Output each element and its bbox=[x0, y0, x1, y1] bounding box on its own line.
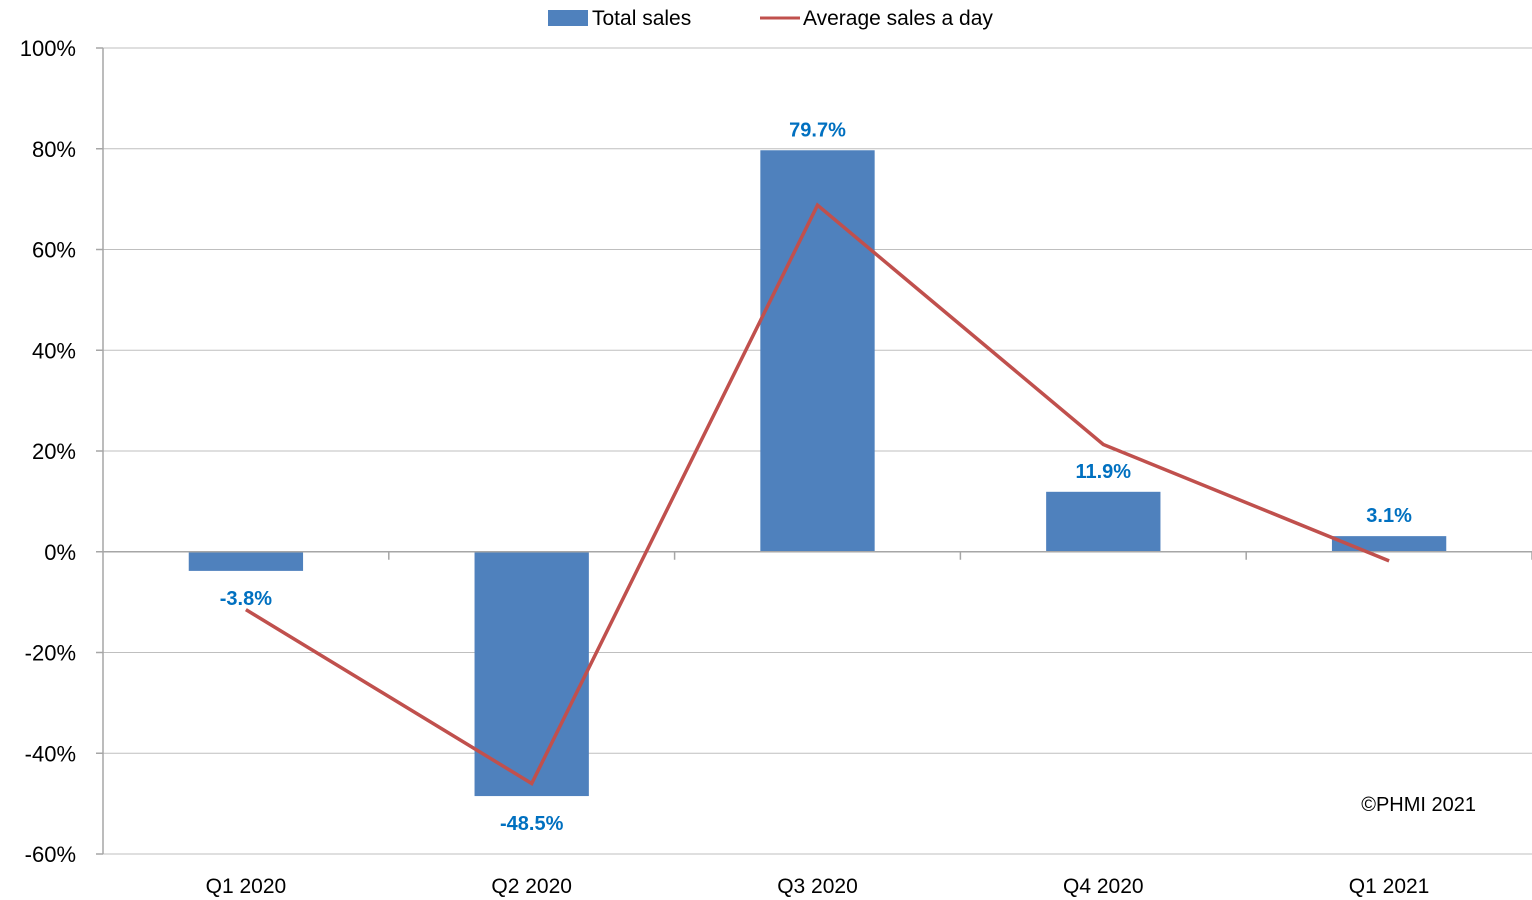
y-tick-label: 40% bbox=[32, 338, 76, 363]
category-label: Q1 2021 bbox=[1349, 875, 1430, 898]
data-label-total-sales: -48.5% bbox=[500, 813, 564, 835]
data-labels: -3.8% -48.5% 79.7% 11.9% 3.1% bbox=[220, 119, 1412, 835]
category-label: Q2 2020 bbox=[491, 875, 572, 898]
category-label: Q1 2020 bbox=[206, 875, 287, 898]
legend: Total sales Average sales a day bbox=[548, 7, 993, 30]
y-tick-label: -40% bbox=[25, 741, 76, 766]
y-tick-label: 100% bbox=[20, 36, 76, 61]
y-tick-label: -20% bbox=[25, 641, 76, 666]
bar-total-sales bbox=[474, 551, 589, 797]
x-axis bbox=[103, 551, 1532, 560]
y-tick-label: 60% bbox=[32, 238, 76, 263]
copyright-annotation: ©PHMI 2021 bbox=[1361, 794, 1476, 816]
y-tick-label: 20% bbox=[32, 439, 76, 464]
y-tick-label: -60% bbox=[25, 842, 76, 867]
category-label: Q4 2020 bbox=[1063, 875, 1144, 898]
category-labels: Q1 2020 Q2 2020 Q3 2020 Q4 2020 Q1 2021 bbox=[206, 875, 1430, 898]
line-series bbox=[244, 202, 1390, 786]
y-tick-labels: 100% 80% 60% 40% 20% 0% -20% -40% -60% bbox=[20, 36, 76, 867]
bar-total-sales bbox=[188, 551, 304, 571]
data-label-total-sales: 79.7% bbox=[789, 119, 846, 141]
bars bbox=[188, 150, 1447, 797]
legend-label-total-sales: Total sales bbox=[592, 7, 691, 30]
bar-total-sales bbox=[1046, 491, 1161, 552]
y-tick-label: 0% bbox=[44, 540, 76, 565]
legend-label-average-sales: Average sales a day bbox=[803, 7, 993, 30]
bar-total-sales bbox=[760, 150, 875, 552]
legend-swatch-total-sales bbox=[548, 10, 588, 26]
y-tick-label: 80% bbox=[32, 137, 76, 162]
category-label: Q3 2020 bbox=[777, 875, 858, 898]
data-label-total-sales: 3.1% bbox=[1366, 505, 1412, 527]
data-label-total-sales: -3.8% bbox=[220, 588, 272, 610]
data-label-total-sales: 11.9% bbox=[1075, 461, 1131, 483]
